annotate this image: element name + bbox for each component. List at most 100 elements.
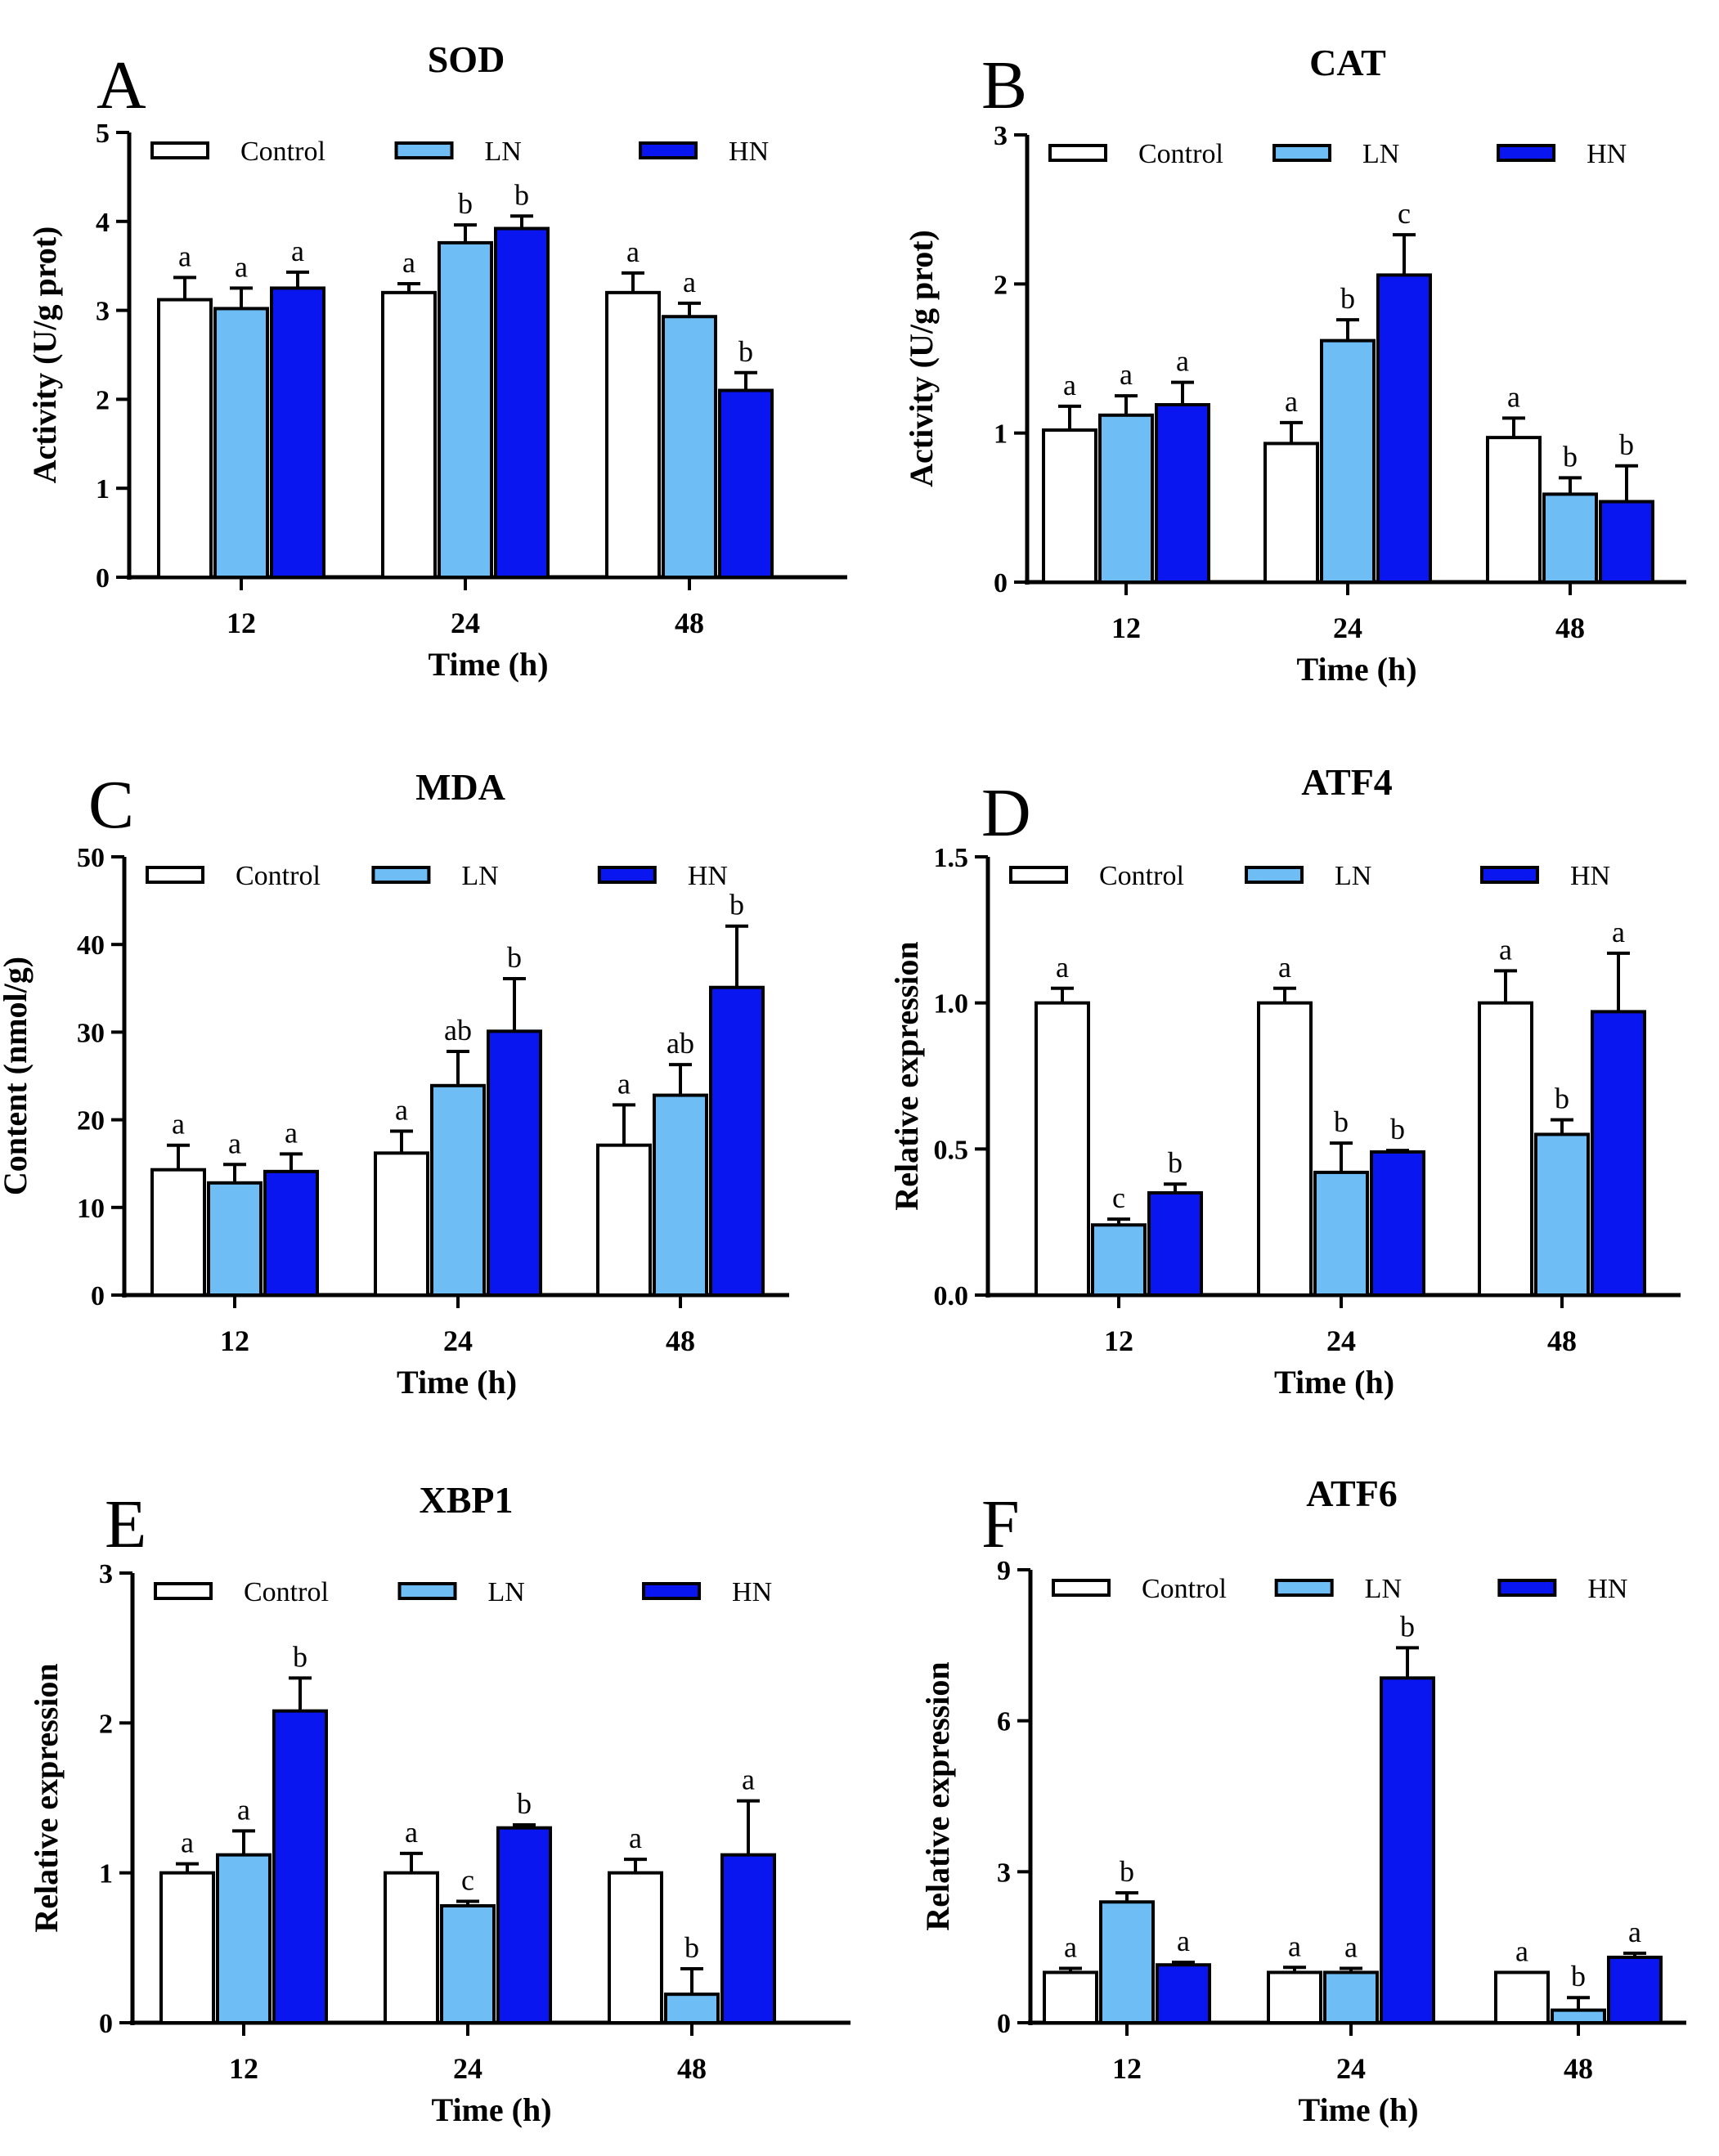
legend-swatch-control xyxy=(1009,866,1068,884)
significance-label: a xyxy=(1278,951,1291,984)
significance-label: b xyxy=(738,335,753,368)
x-axis-title: Time (h) xyxy=(397,1364,517,1401)
chart-panel-d: D ATF4 0.0 0.5 1.0 1.5 Relative expression 12 24… xyxy=(888,761,1681,1401)
y-tick-label: 0 xyxy=(91,1281,105,1311)
legend-label: Control xyxy=(1099,861,1184,891)
bar-control xyxy=(1042,428,1097,585)
bar-hn xyxy=(718,388,774,579)
bar-ln xyxy=(664,1992,720,2025)
x-tick-label: 24 xyxy=(1336,2052,1366,2085)
significance-label: a xyxy=(1285,385,1298,418)
significance-label: a xyxy=(291,235,304,267)
significance-label: a xyxy=(1056,951,1069,984)
y-tick-label: 2 xyxy=(96,385,110,415)
panel-letter: B xyxy=(981,47,1027,123)
bar-control xyxy=(159,1871,215,2025)
bar-hn xyxy=(270,286,325,579)
significance-label: a xyxy=(235,250,248,283)
bar-ln xyxy=(1099,1900,1155,2024)
legend-swatch-ln xyxy=(397,1582,457,1600)
y-tick-label: 3 xyxy=(994,121,1008,151)
y-axis-title: Activity (U/g prot) xyxy=(903,230,940,487)
legend-swatch-hn xyxy=(597,866,657,884)
panel-letter: F xyxy=(981,1486,1020,1562)
y-tick-label: 0 xyxy=(99,2009,113,2039)
bar-control xyxy=(381,290,437,579)
legend-swatch-hn xyxy=(1497,144,1556,162)
bar-hn xyxy=(1376,273,1432,584)
legend-label: LN xyxy=(485,137,522,167)
y-tick-label: 30 xyxy=(77,1018,105,1048)
significance-label: a xyxy=(1063,369,1076,401)
significance-label: a xyxy=(629,1822,642,1854)
chart-panel-f: F ATF6 0 3 6 9 Relative expression 12 24 48 Time (… xyxy=(919,1472,1686,2128)
legend-swatch-ln xyxy=(371,866,431,884)
significance-label: b xyxy=(1619,428,1634,461)
panel-letter: A xyxy=(96,47,146,123)
y-tick-label: 50 xyxy=(77,843,105,873)
legend-label: LN xyxy=(1335,861,1371,891)
legend-label: HN xyxy=(1570,861,1610,891)
bar-hn xyxy=(1156,1963,1211,2025)
y-tick-label: 0 xyxy=(997,2009,1011,2039)
y-tick-label: 40 xyxy=(77,930,105,961)
legend-label: LN xyxy=(461,861,498,891)
x-tick-label: 48 xyxy=(1564,2052,1593,2085)
bar-ln xyxy=(440,1904,496,2024)
bar-hn xyxy=(1380,1676,1435,2025)
y-tick-label: 0 xyxy=(96,563,110,594)
bar-control xyxy=(150,1168,206,1297)
significance-label: a xyxy=(1507,380,1520,413)
significance-label: b xyxy=(1555,1082,1569,1115)
bar-control xyxy=(1478,1001,1533,1297)
y-tick-label: 6 xyxy=(997,1707,1011,1737)
significance-label: b xyxy=(517,1787,532,1820)
significance-label: ab xyxy=(444,1014,472,1047)
panel-letter: E xyxy=(105,1486,146,1562)
x-tick-label: 48 xyxy=(1547,1325,1577,1357)
y-tick-label: 0.5 xyxy=(934,1135,969,1165)
bar-hn xyxy=(494,226,550,579)
y-tick-label: 4 xyxy=(96,208,110,238)
x-axis-title: Time (h) xyxy=(428,646,548,683)
y-tick-label: 1 xyxy=(99,1859,113,1889)
significance-label: b xyxy=(1563,440,1578,473)
y-tick-label: 3 xyxy=(997,1858,1011,1888)
legend-swatch-control xyxy=(1048,144,1107,162)
significance-label: a xyxy=(1120,358,1133,391)
bar-control xyxy=(374,1151,429,1298)
bar-ln xyxy=(1542,492,1598,585)
bar-hn xyxy=(1599,500,1654,584)
y-tick-label: 1 xyxy=(96,474,110,504)
y-tick-label: 0 xyxy=(994,568,1008,598)
bar-ln xyxy=(1091,1223,1147,1297)
significance-label: a xyxy=(172,1108,185,1141)
bar-hn xyxy=(1607,1955,1663,2025)
significance-label: b xyxy=(729,889,744,921)
significance-label: c xyxy=(1112,1181,1125,1214)
bar-ln xyxy=(207,1181,263,1298)
bar-ln xyxy=(1551,2008,1606,2024)
y-axis-title: Relative expression xyxy=(919,1661,956,1930)
bar-hn xyxy=(263,1169,319,1298)
significance-label: a xyxy=(1176,345,1189,378)
x-tick-label: 24 xyxy=(1326,1325,1356,1357)
x-tick-label: 12 xyxy=(1112,2052,1142,2085)
bar-ln xyxy=(1323,1970,1379,2024)
legend-label: Control xyxy=(240,137,325,167)
significance-label: c xyxy=(461,1864,474,1897)
bar-hn xyxy=(496,1826,552,2025)
bar-ln xyxy=(213,307,269,579)
y-axis-title: Relative expression xyxy=(28,1663,65,1932)
legend-swatch-ln xyxy=(1274,1579,1334,1597)
x-tick-label: 24 xyxy=(451,607,480,639)
bar-hn xyxy=(487,1029,542,1297)
y-tick-label: 20 xyxy=(77,1106,105,1136)
bar-ln xyxy=(430,1083,486,1297)
x-axis-title: Time (h) xyxy=(1296,651,1416,688)
legend-swatch-control xyxy=(150,141,209,159)
significance-label: a xyxy=(1288,1930,1301,1962)
